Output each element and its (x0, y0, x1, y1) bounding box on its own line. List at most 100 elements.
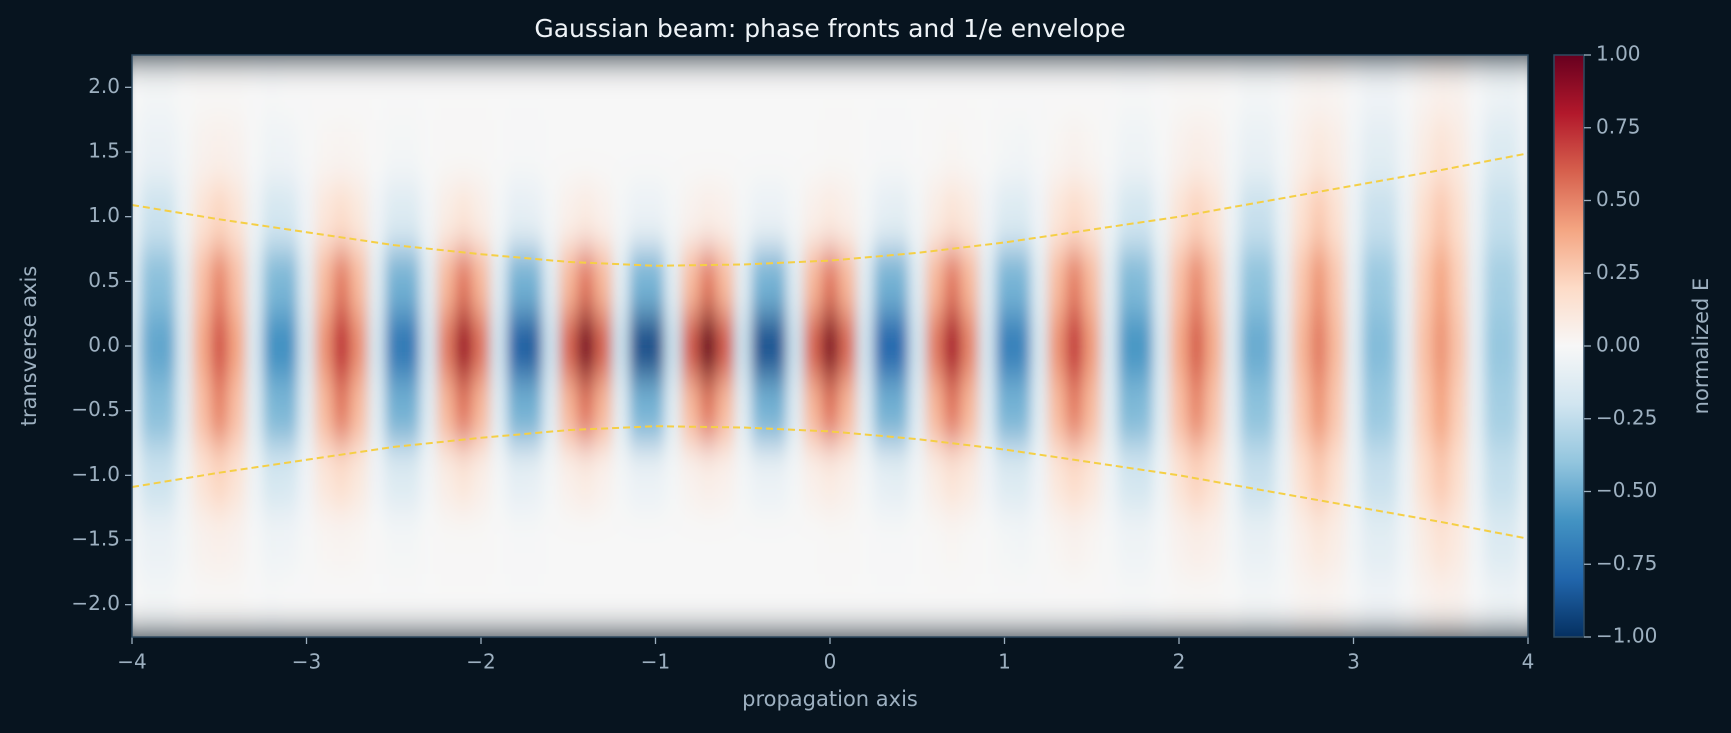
x-tick-label: 3 (1347, 650, 1360, 674)
heat-cell (245, 55, 264, 121)
heat-cell (838, 119, 857, 185)
heat-cell (838, 55, 857, 121)
heat-cell (419, 55, 438, 121)
x-tick-label: −2 (466, 650, 495, 674)
heat-cell (210, 572, 229, 637)
heat-cell (210, 249, 229, 315)
heat-cell (227, 184, 247, 250)
heat-cell (995, 249, 1014, 315)
heat-cell (437, 249, 456, 315)
heat-cell (419, 378, 438, 444)
heat-cell (1362, 507, 1381, 573)
heat-cell (454, 55, 473, 121)
heat-cell (751, 313, 770, 379)
colorbar-tick-label: 0.75 (1596, 114, 1641, 138)
heat-cell (1187, 184, 1206, 250)
heat-cell (821, 249, 840, 315)
heat-cell (140, 313, 159, 379)
heat-cell (1397, 184, 1416, 250)
heat-cell (978, 55, 997, 121)
heat-cell (856, 507, 875, 573)
heat-cell (1292, 313, 1311, 379)
heatmap (132, 55, 1528, 637)
heat-cell (1257, 184, 1276, 250)
heat-cell (280, 443, 299, 509)
heat-cell (803, 184, 822, 250)
heat-cell (681, 184, 700, 250)
heat-cell (1222, 443, 1241, 509)
heat-cell (332, 313, 351, 379)
heat-cell (1257, 249, 1276, 315)
heat-cell (1257, 507, 1276, 573)
heat-cell (646, 443, 665, 509)
heat-cell (1013, 572, 1032, 637)
heat-cell (1292, 55, 1311, 121)
x-tick-label: −4 (117, 650, 146, 674)
heat-cell (873, 184, 892, 250)
heat-cell (1170, 378, 1189, 444)
heat-cell (507, 249, 526, 315)
heat-cell (960, 572, 979, 637)
heat-cell (1309, 507, 1328, 573)
heat-cell (350, 572, 369, 637)
heat-cell (315, 119, 334, 185)
heat-cell (1240, 249, 1259, 315)
heat-cell (227, 572, 247, 637)
heat-cell (734, 119, 753, 185)
heat-cell (978, 313, 997, 379)
heat-cell (1292, 378, 1311, 444)
heat-cell (1117, 443, 1136, 509)
heat-cell (1065, 55, 1084, 121)
heat-cell (332, 507, 351, 573)
heat-cell (332, 443, 351, 509)
x-tick-label: −3 (292, 650, 321, 674)
heat-cell (1274, 249, 1294, 315)
heat-cell (524, 249, 543, 315)
heat-cell (751, 249, 770, 315)
heat-cell (646, 507, 665, 573)
heat-cell (489, 572, 508, 637)
heat-cell (210, 119, 229, 185)
heat-cell (786, 378, 805, 444)
heat-cell (1187, 313, 1206, 379)
heat-cell (768, 572, 787, 637)
heat-cell (925, 378, 945, 444)
heat-cell (664, 249, 683, 315)
heat-cell (1030, 119, 1049, 185)
heat-cell (1414, 313, 1433, 379)
heat-cell (1309, 443, 1328, 509)
heat-cell (1501, 55, 1520, 121)
heat-cell (1257, 313, 1276, 379)
heat-cell (437, 443, 456, 509)
heat-cell (716, 507, 735, 573)
heat-cell (1048, 55, 1067, 121)
heat-cell (210, 313, 229, 379)
heat-cell (1030, 378, 1049, 444)
y-tick-label: −1.5 (71, 527, 120, 551)
heat-cell (1292, 443, 1311, 509)
heat-cell (1030, 443, 1049, 509)
colorbar-tick-label: −1.00 (1596, 624, 1657, 648)
heat-cell (925, 55, 945, 121)
heat-cell (978, 119, 997, 185)
heat-cell (943, 443, 962, 509)
heat-cell (140, 184, 159, 250)
heat-cell (1013, 249, 1032, 315)
heat-cell (856, 572, 875, 637)
heat-cell (1379, 572, 1398, 637)
heat-cell (315, 378, 334, 444)
overlay: −4 −3 −2 −1 0 1 2 3 4 −2.0 −1.5 −1.0 −0.5 0.0 0.5 1.0 1.… (71, 74, 1534, 674)
heat-cell (280, 184, 299, 250)
heat-cell (175, 443, 194, 509)
heat-cell (1187, 249, 1206, 315)
heat-cell (245, 249, 264, 315)
heat-cell (262, 184, 281, 250)
heat-cell (664, 119, 683, 185)
heat-cell (1117, 249, 1136, 315)
heat-cell (1135, 443, 1154, 509)
heat-cell (856, 55, 875, 121)
heat-cell (1135, 572, 1154, 637)
heat-cell (908, 313, 927, 379)
heat-cell (1240, 378, 1259, 444)
colorbar-tick-label: −0.75 (1596, 551, 1657, 575)
